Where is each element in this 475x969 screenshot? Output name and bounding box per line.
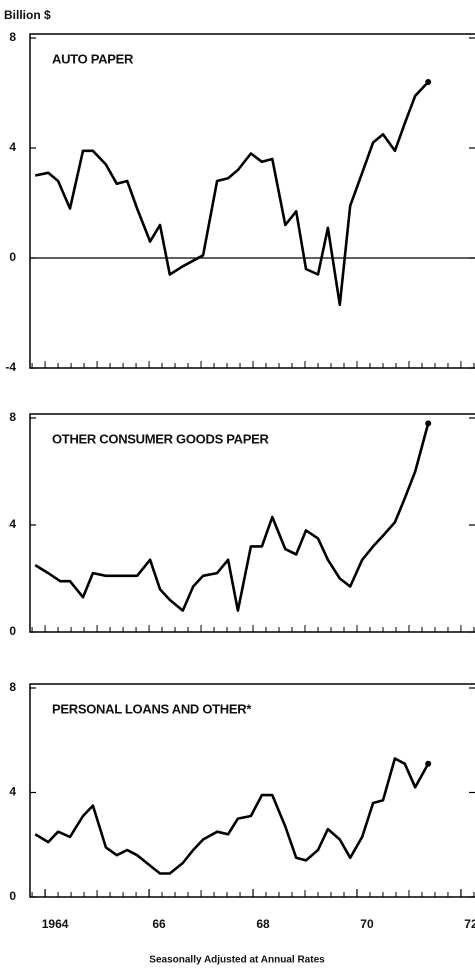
data-line	[34, 81, 430, 307]
panel-title: OTHER CONSUMER GOODS PAPER	[52, 431, 270, 446]
y-tick-label: 4	[9, 140, 16, 154]
panel-frame	[29, 413, 475, 633]
y-tick-label: 4	[9, 785, 16, 799]
y-tick-label: 8	[9, 410, 16, 424]
panel-frame	[29, 33, 475, 369]
panel-title: PERSONAL LOANS AND OTHER*	[52, 701, 252, 716]
y-tick-label: 4	[9, 517, 16, 531]
y-tick-label: -4	[5, 360, 16, 374]
unit-label: Billion $	[4, 8, 51, 22]
panel-frame	[29, 683, 475, 898]
x-tick-label: 68	[256, 917, 270, 931]
end-point	[425, 79, 432, 85]
y-tick-label: 0	[9, 889, 16, 903]
x-tick-label: 72	[464, 917, 475, 931]
x-tick-label: 1964	[42, 917, 69, 931]
end-point	[425, 420, 432, 427]
data-line	[34, 757, 430, 875]
end-point	[425, 760, 432, 767]
y-tick-label: 0	[9, 624, 16, 638]
x-tick-label: 70	[360, 917, 374, 931]
y-tick-label: 0	[9, 250, 16, 264]
data-line	[34, 423, 430, 612]
y-tick-label: 8	[9, 680, 16, 694]
y-tick-label: 8	[9, 30, 16, 44]
panel-title: AUTO PAPER	[52, 51, 134, 66]
x-tick-label: 66	[152, 917, 166, 931]
footer: Seasonally Adjusted at Annual Rates	[149, 955, 325, 966]
